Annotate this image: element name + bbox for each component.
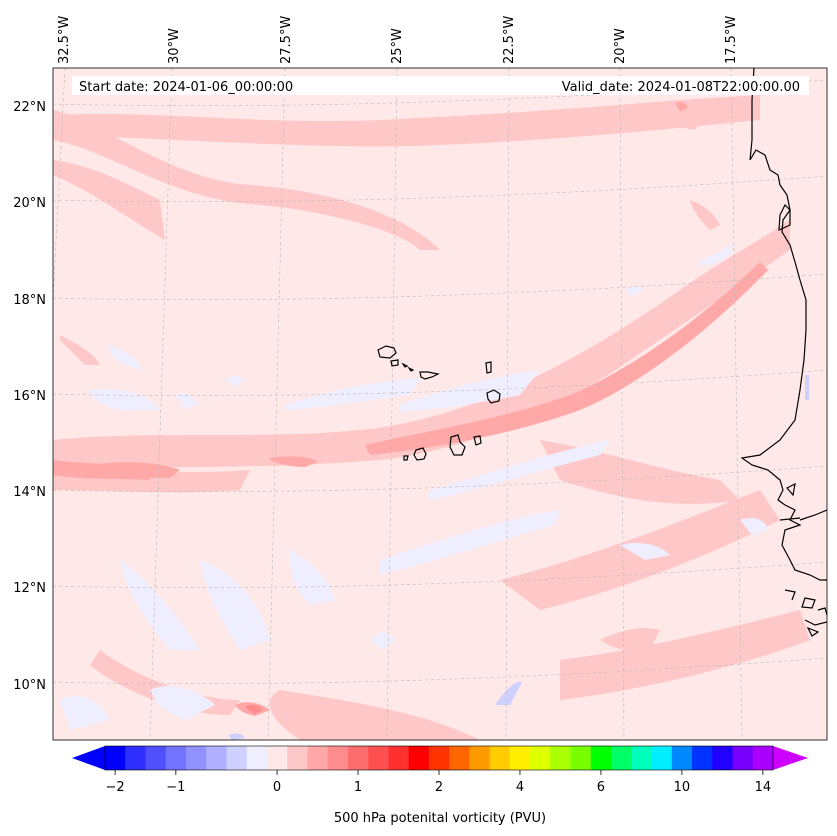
colorbar-segment [206, 746, 228, 770]
lat-label: 18°N [13, 293, 46, 308]
colorbar-segment [125, 746, 147, 770]
lon-label: 17.5°W [724, 16, 739, 64]
colorbar-segment [712, 746, 734, 770]
pv-contours-pos [53, 95, 810, 740]
pv-contours-neg [60, 240, 768, 730]
colorbar-segment [732, 746, 754, 770]
colorbar-tick-label: 1 [354, 780, 362, 795]
colorbar-over-arrow [773, 746, 808, 770]
colorbar-segment [368, 746, 389, 770]
colorbar-segment [590, 746, 612, 770]
pv-contours-neg-strong [228, 375, 809, 740]
colorbar-tick-label: 2 [435, 780, 443, 795]
lat-label: 22°N [13, 100, 46, 115]
colorbar-label: 500 hPa potenital vorticity (PVU) [334, 811, 546, 826]
colorbar-segments [105, 746, 774, 770]
colorbar-segment [428, 746, 450, 770]
colorbar-segment [631, 746, 653, 770]
colorbar-segment [550, 746, 572, 770]
colorbar-segment [449, 746, 470, 770]
lon-label: 22.5°W [502, 16, 517, 64]
colorbar-segment [185, 746, 207, 770]
latitude-labels: 22°N 20°N 18°N 16°N 14°N 12°N 10°N [13, 100, 46, 693]
colorbar-tick-label: 6 [597, 780, 605, 795]
colorbar-segment [489, 746, 511, 770]
colorbar-tick-label: −2 [106, 780, 125, 795]
colorbar-segment [651, 746, 673, 770]
colorbar-segment [692, 746, 713, 770]
lon-label: 32.5°W [57, 16, 72, 64]
lon-label: 20°W [613, 28, 628, 64]
colorbar-segment [469, 746, 491, 770]
date-box [72, 76, 809, 95]
colorbar-segment [266, 746, 288, 770]
colorbar-segment [509, 746, 531, 770]
colorbar-tick-label: 0 [273, 780, 281, 795]
lon-label: 30°W [167, 28, 182, 64]
colorbar-ticks: −2 −1 0 1 2 4 6 10 14 [106, 770, 772, 795]
lon-label: 27.5°W [279, 16, 294, 64]
cape-verde-coastline [377, 345, 501, 461]
colorbar-segment [105, 746, 126, 770]
colorbar-segment [145, 746, 167, 770]
colorbar-tick-label: −1 [166, 780, 185, 795]
lon-label: 25°W [390, 28, 405, 64]
colorbar-segment [408, 746, 430, 770]
graticule [53, 68, 827, 740]
pv-contours-peak [245, 704, 263, 714]
longitude-labels: 32.5°W 30°W 27.5°W 25°W 22.5°W 20°W 17.5… [57, 16, 739, 64]
colorbar-segment [226, 746, 248, 770]
colorbar-segment [246, 746, 268, 770]
colorbar-segment [752, 746, 774, 770]
colorbar-segment [165, 746, 187, 770]
colorbar-segment [570, 746, 592, 770]
colorbar-segment [287, 746, 309, 770]
colorbar-segment [347, 746, 369, 770]
colorbar-tick-label: 4 [516, 780, 524, 795]
colorbar-segment [530, 746, 551, 770]
lat-label: 10°N [13, 678, 46, 693]
colorbar-segment [611, 746, 632, 770]
lat-label: 12°N [13, 581, 46, 596]
lat-label: 16°N [13, 389, 46, 404]
colorbar-segment [307, 746, 329, 770]
colorbar: −2 −1 0 1 2 4 6 10 14 500 hPa potenital vorticit… [72, 745, 808, 826]
lat-label: 20°N [13, 196, 46, 211]
colorbar-segment [327, 746, 349, 770]
colorbar-tick-label: 10 [674, 780, 691, 795]
map-frame [52, 67, 828, 741]
colorbar-under-arrow [72, 746, 105, 770]
colorbar-tick-label: 14 [755, 780, 772, 795]
map-panel [53, 68, 827, 740]
colorbar-segment [671, 746, 693, 770]
africa-coastline [740, 68, 827, 637]
start-date-label: Start date: 2024-01-06_00:00:00 [79, 80, 293, 95]
valid-date-label: Valid_date: 2024-01-08T22:00:00.00 [562, 80, 800, 95]
colorbar-segment [388, 746, 410, 770]
lat-label: 14°N [13, 485, 46, 500]
